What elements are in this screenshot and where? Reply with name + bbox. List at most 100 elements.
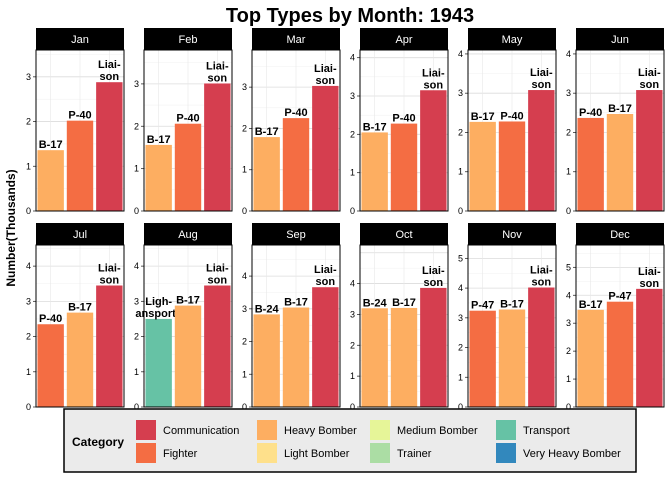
bar [145,144,172,211]
panel-strip [144,223,232,245]
y-tick-label: 2 [134,121,139,131]
panel-strip-label: Dec [610,229,630,241]
bar [420,90,447,211]
bar-label: B-24 [255,303,280,315]
y-tick-label: 2 [26,117,31,127]
bar-label: B-17 [147,134,171,146]
y-tick-label: 3 [458,88,463,98]
y-tick-label: 2 [350,129,355,139]
panel-strip-label: Oct [395,229,412,241]
y-tick-label: 2 [566,346,571,356]
legend-item: Light Bomber [257,443,350,463]
bar [390,123,418,211]
panel-strip-label: Sep [286,229,306,241]
y-tick-label: 3 [350,91,355,101]
bar [174,305,202,407]
bar [420,287,447,407]
bar-label: B-17 [392,297,416,309]
panel-feb: Feb 0 1 2 3 B-17 P-40 Liai-son [134,28,233,216]
bar-label: Liai-son [530,67,553,91]
bar [282,307,310,407]
legend-label: Very Heavy Bomber [523,448,621,460]
bar-label: Liai-son [206,60,229,84]
bar-label: P-40 [284,107,307,119]
legend-item: Fighter [136,443,198,463]
legend-swatch [257,443,277,463]
panel-strip-label: Aug [178,229,198,241]
bar [361,308,388,407]
panel-border [143,49,233,212]
panels: Jan 0 1 2 3 B-17 P-40 Liai-son Feb 0 1 2 3 B-17 P-40 Li… [26,28,665,412]
bar [528,287,555,407]
panel-mar: Mar 0 1 2 3 B-17 P-40 Liai-son [242,28,341,216]
panel-strip-label: Feb [179,34,198,46]
panel-oct: Oct 0 1 2 3 4 B-24 B-17 Liai-son [350,223,449,412]
bar-label: Liai-son [98,59,121,83]
panel-border [251,244,341,408]
legend-label: Fighter [163,448,198,460]
y-tick-label: 0 [458,402,463,412]
y-tick-label: 1 [566,167,571,177]
panel-strip-label: May [502,34,523,46]
panel-dec: Dec 0 1 2 3 4 5 B-17 P-47 Liai-son [566,223,665,412]
bar-label: P-47 [608,291,631,303]
y-tick-label: 4 [350,53,355,63]
bar [606,301,634,407]
bar-label: P-40 [176,113,199,125]
bar-label: Liai-son [530,265,553,289]
panel-border [467,49,557,212]
bar-label: B-17 [500,299,524,311]
y-tick-label: 0 [242,402,247,412]
y-tick-label: 0 [350,402,355,412]
legend-label: Communication [163,425,239,437]
y-tick-label: 2 [26,332,31,342]
panel-strip [360,223,448,245]
chart-title: Top Types by Month: 1943 [226,5,474,27]
y-tick-label: 1 [458,167,463,177]
bar-label: B-17 [363,121,387,133]
legend-item: Medium Bomber [370,420,478,440]
legend-swatch [496,443,516,463]
panel-strip-label: Apr [395,34,412,46]
y-tick-label: 5 [458,253,463,263]
bar [37,150,64,211]
legend-swatch [370,420,390,440]
y-tick-label: 0 [242,206,247,216]
bar [312,85,339,211]
panel-strip [576,223,664,245]
bar [361,132,388,211]
legend-item: Transport [496,420,570,440]
legend-label: Heavy Bomber [284,425,357,437]
y-tick-label: 3 [566,318,571,328]
panel-jun: Jun 0 1 2 3 4 P-40 B-17 Liai-son [566,28,665,216]
legend-label: Light Bomber [284,448,350,460]
bar-label: B-17 [255,126,279,138]
legend-label: Trainer [397,448,432,460]
y-tick-label: 3 [242,82,247,92]
y-tick-label: 2 [350,340,355,350]
y-tick-label: 4 [242,271,247,281]
y-tick-label: 4 [26,261,31,271]
panel-strip [144,28,232,50]
bar-label: Liai-son [98,263,121,287]
bar [204,285,231,407]
bar [636,90,663,211]
y-tick-label: 3 [26,72,31,82]
y-tick-label: 1 [566,374,571,384]
y-tick-label: 3 [134,79,139,89]
y-tick-label: 4 [458,49,463,59]
legend-swatch [370,443,390,463]
panel-apr: Apr 0 1 2 3 4 B-17 P-40 Liai-son [350,28,449,216]
panel-strip [252,28,340,50]
y-tick-label: 1 [134,367,139,377]
bar [636,288,663,407]
y-tick-label: 1 [242,165,247,175]
legend-label: Medium Bomber [397,425,478,437]
bar-label: B-17 [471,111,495,123]
legend-item: Heavy Bomber [257,420,357,440]
y-tick-label: 1 [26,161,31,171]
panel-border [359,49,449,212]
panel-border [35,244,125,408]
y-tick-label: 4 [134,261,139,271]
